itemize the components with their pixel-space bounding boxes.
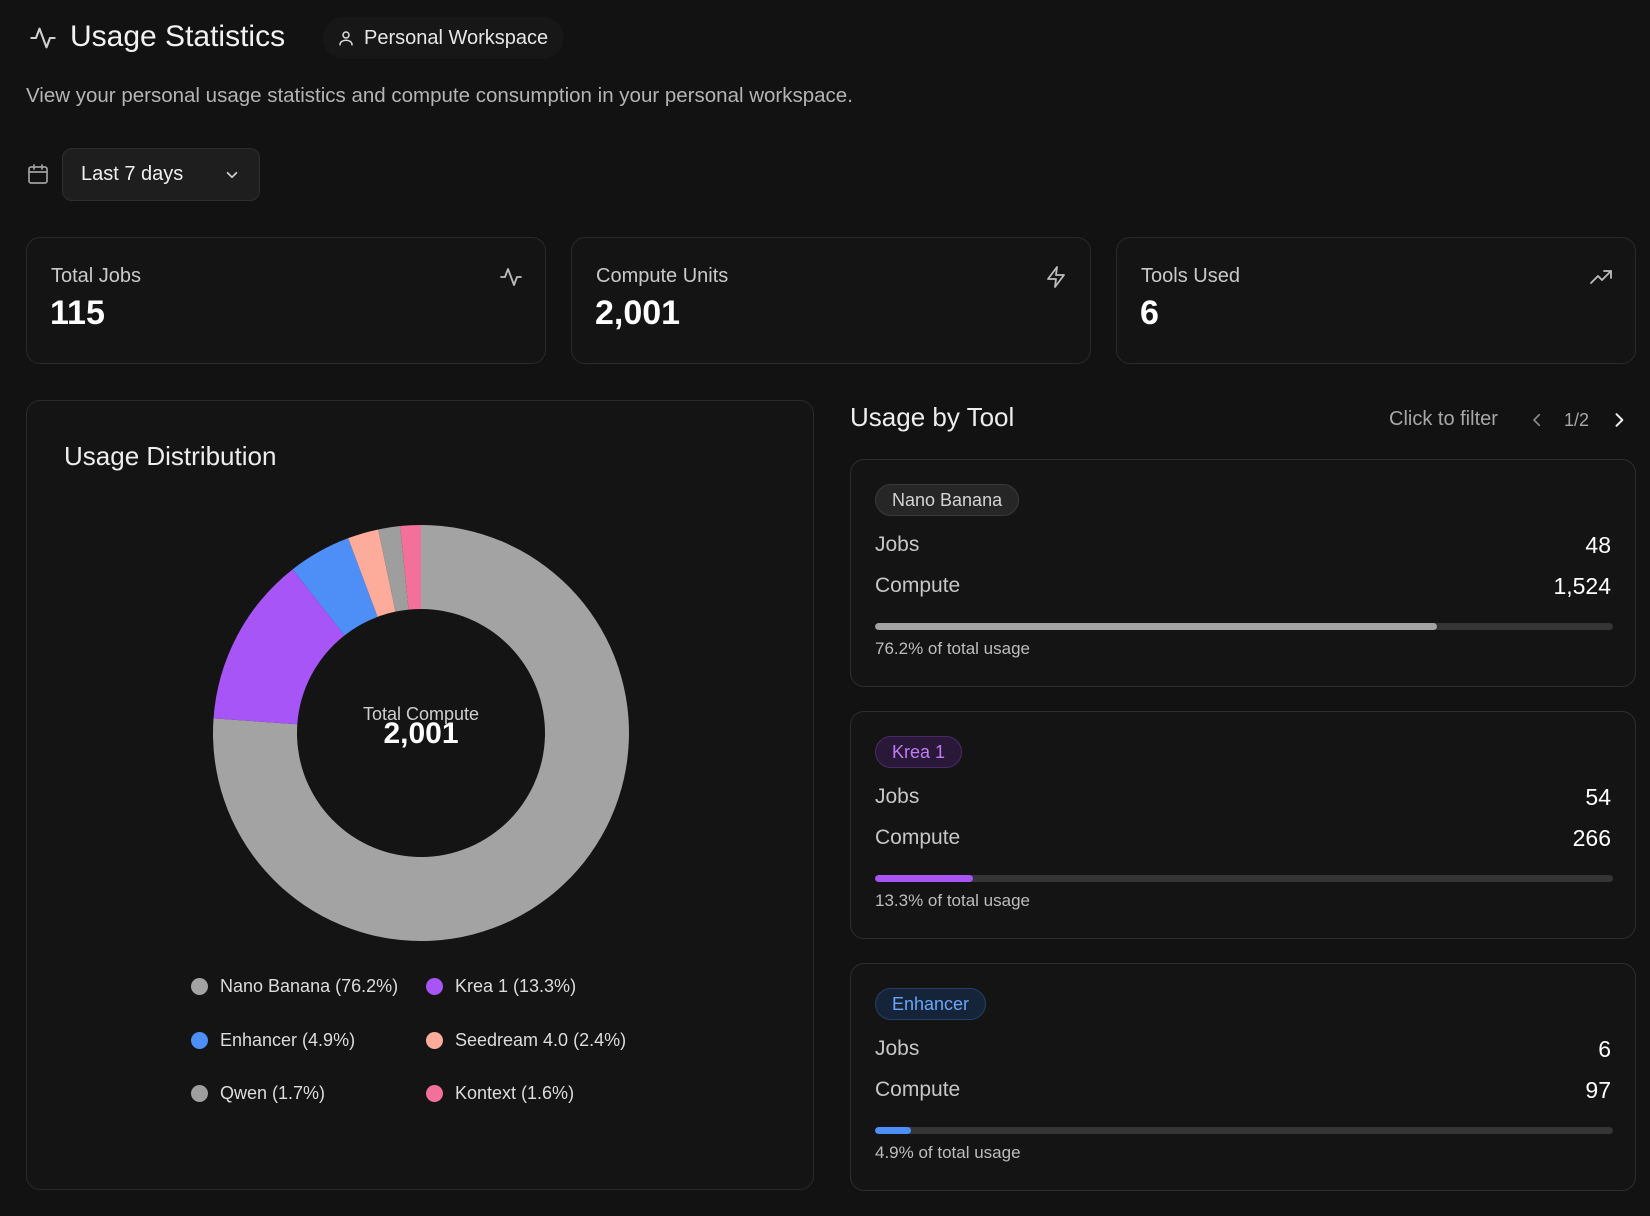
- tool-tag: Krea 1: [875, 736, 963, 768]
- legend-dot: [191, 1085, 208, 1102]
- workspace-badge[interactable]: Personal Workspace: [323, 17, 565, 59]
- jobs-value: 48: [1585, 532, 1611, 558]
- trending-up-icon: [1590, 270, 1612, 284]
- compute-value: 97: [1585, 1077, 1611, 1103]
- workspace-label: Personal Workspace: [364, 26, 549, 49]
- legend-item[interactable]: Seedream 4.0 (2.4%): [426, 1030, 626, 1051]
- usage-caption: 13.3% of total usage: [875, 891, 1031, 910]
- page-indicator: 1/2: [1564, 410, 1590, 430]
- jobs-label: Jobs: [875, 785, 920, 808]
- chevron-left-icon[interactable]: [1528, 411, 1546, 429]
- legend-dot: [191, 1032, 208, 1049]
- usage-bar-track: [875, 623, 1613, 630]
- legend-dot: [426, 1085, 443, 1102]
- stat-value: 6: [1140, 294, 1159, 332]
- donut-slice-kontext[interactable]: [400, 525, 421, 610]
- donut-chart: Total Compute 2,001: [213, 525, 629, 941]
- legend-label: Seedream 4.0 (2.4%): [455, 1030, 627, 1050]
- tool-card-nano-banana[interactable]: Nano Banana Jobs 48 Compute 1,524 76.2% …: [850, 459, 1636, 687]
- legend-label: Enhancer (4.9%): [220, 1030, 356, 1050]
- stat-card-compute-units: Compute Units 2,001: [571, 237, 1091, 364]
- jobs-value: 6: [1598, 1036, 1611, 1062]
- stat-label: Compute Units: [596, 265, 729, 287]
- tool-tag: Enhancer: [875, 988, 987, 1020]
- page-title: Usage Statistics: [70, 20, 286, 53]
- usage-bar-fill: [875, 623, 1438, 630]
- jobs-value: 54: [1585, 784, 1611, 810]
- compute-label: Compute: [875, 574, 961, 597]
- legend-item[interactable]: Enhancer (4.9%): [191, 1030, 355, 1051]
- legend-item[interactable]: Nano Banana (76.2%): [191, 976, 398, 997]
- usage-distribution-card: Usage Distribution Total Compute 2,001 N…: [26, 400, 814, 1190]
- usage-bar-fill: [875, 1127, 912, 1134]
- stat-label: Tools Used: [1141, 265, 1240, 287]
- legend-item[interactable]: Krea 1 (13.3%): [426, 976, 576, 997]
- donut-center-value: 2,001: [383, 717, 458, 750]
- donut-slice-krea-1[interactable]: [213, 569, 345, 725]
- compute-value: 1,524: [1553, 573, 1611, 599]
- legend-dot: [426, 978, 443, 995]
- legend-label: Krea 1 (13.3%): [455, 976, 577, 996]
- chevron-down-icon: [226, 171, 238, 178]
- user-icon: [339, 31, 353, 46]
- donut-slice-qwen[interactable]: [378, 526, 409, 612]
- donut-center-label: Total Compute: [363, 704, 479, 724]
- lightning-icon: [1047, 266, 1065, 288]
- legend-label: Qwen (1.7%): [220, 1083, 326, 1103]
- legend-item[interactable]: Qwen (1.7%): [191, 1083, 325, 1104]
- legend-dot: [426, 1032, 443, 1049]
- usage-bar-track: [875, 1127, 1613, 1134]
- legend-label: Kontext (1.6%): [455, 1083, 575, 1103]
- jobs-label: Jobs: [875, 1037, 920, 1060]
- stat-value: 2,001: [595, 294, 681, 332]
- tool-tag: Nano Banana: [875, 484, 1020, 516]
- usage-caption: 76.2% of total usage: [875, 639, 1031, 658]
- usage-bar-track: [875, 875, 1613, 882]
- usage-bar-fill: [875, 875, 974, 882]
- donut-slice-nano-banana[interactable]: [213, 525, 629, 941]
- date-range-value: Last 7 days: [81, 163, 184, 185]
- activity-icon: [500, 268, 522, 286]
- chevron-right-icon[interactable]: [1609, 410, 1629, 430]
- usage-caption: 4.9% of total usage: [875, 1143, 1021, 1162]
- stat-card-total-jobs: Total Jobs 115: [26, 237, 546, 364]
- activity-icon: [30, 27, 56, 49]
- filter-hint: Click to filter: [1389, 408, 1498, 430]
- stat-card-tools-used: Tools Used 6: [1116, 237, 1636, 364]
- usage-by-tool-title: Usage by Tool: [850, 402, 1015, 432]
- calendar-icon: [28, 164, 48, 184]
- legend-item[interactable]: Kontext (1.6%): [426, 1083, 574, 1104]
- date-range-select[interactable]: Last 7 days: [62, 148, 260, 201]
- tool-card-krea-1[interactable]: Krea 1 Jobs 54 Compute 266 13.3% of tota…: [850, 711, 1636, 939]
- compute-value: 266: [1572, 825, 1611, 851]
- stat-label: Total Jobs: [51, 265, 142, 287]
- compute-label: Compute: [875, 826, 961, 849]
- legend-dot: [191, 978, 208, 995]
- legend-label: Nano Banana (76.2%): [220, 976, 399, 996]
- compute-label: Compute: [875, 1078, 961, 1101]
- stat-value: 115: [50, 294, 105, 332]
- donut-slice-enhancer[interactable]: [292, 538, 378, 636]
- jobs-label: Jobs: [875, 533, 920, 556]
- donut-slice-seedream-4-0[interactable]: [348, 529, 396, 617]
- page-subtitle: View your personal usage statistics and …: [26, 84, 853, 107]
- tool-card-enhancer[interactable]: Enhancer Jobs 6 Compute 97 4.9% of total…: [850, 963, 1636, 1191]
- distribution-title: Usage Distribution: [64, 441, 277, 471]
